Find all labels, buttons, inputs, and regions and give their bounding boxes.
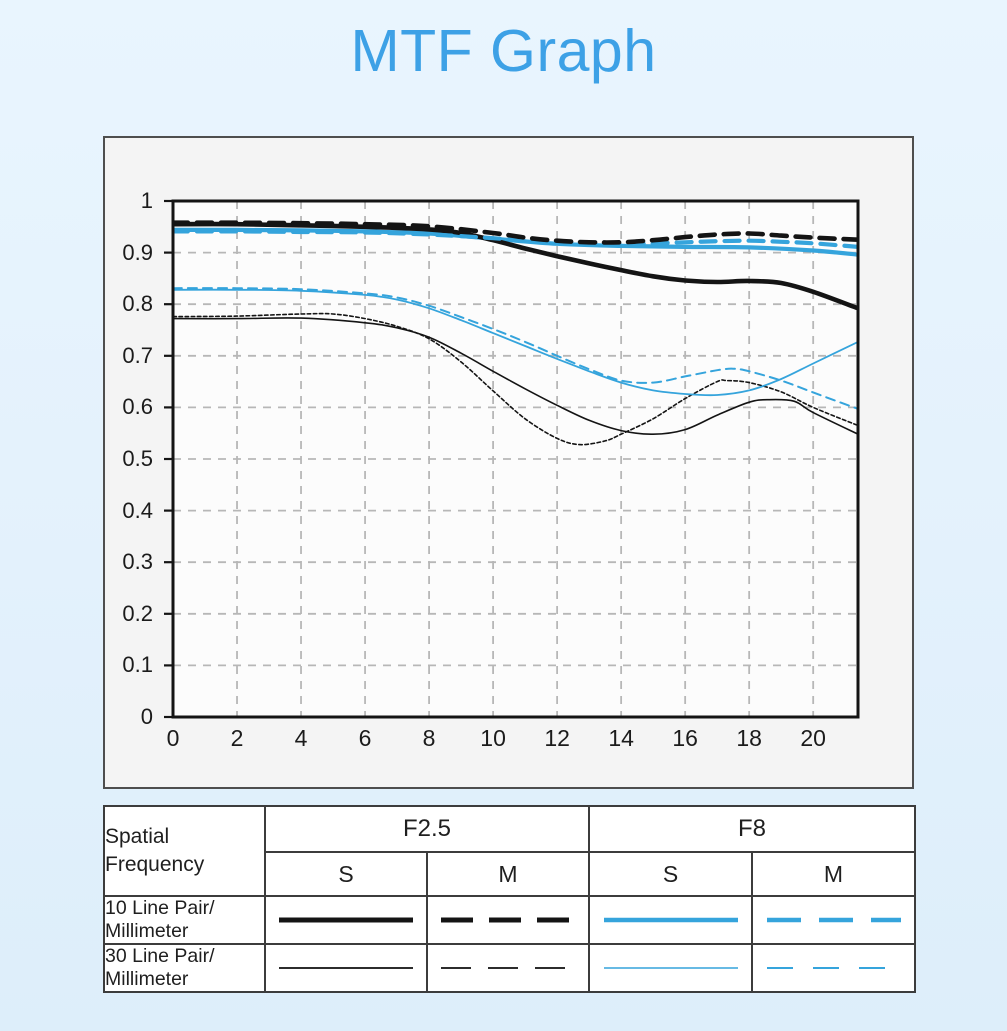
legend-row-label-30lp: 30 Line Pair/ Millimeter [104, 944, 265, 992]
sample-cell-10lp-f8-m [752, 896, 915, 944]
x-tick-label-12: 12 [535, 723, 579, 753]
s-label: S [338, 861, 353, 887]
legend-sample-line-dashed [433, 962, 583, 974]
y-tick-label-0.2: 0.2 [107, 601, 153, 627]
page: MTF Graph 00.10.20.30.40.50.60.70.80.91 … [0, 0, 1007, 1031]
x-tick-label-20: 20 [791, 723, 835, 753]
legend-sample-line-solid [596, 914, 746, 926]
page-title: MTF Graph [0, 17, 1007, 85]
row-label-line1: 30 Line Pair/ [105, 945, 264, 968]
y-tick-label-0.4: 0.4 [107, 498, 153, 524]
x-tick-label-14: 14 [599, 723, 643, 753]
row-label-line1: 10 Line Pair/ [105, 897, 264, 920]
row-label-line2: Millimeter [105, 920, 264, 943]
x-axis-labels: 02468101214161820 [159, 723, 863, 755]
legend-sample-line-dashed [759, 914, 909, 926]
y-tick-label-0.5: 0.5 [107, 446, 153, 472]
s-label: S [663, 861, 678, 887]
legend-sample-line-solid [271, 962, 421, 974]
plot-area [173, 201, 858, 717]
f8-label: F8 [738, 815, 766, 842]
legend-subheader-f2.5-m: M [427, 852, 589, 896]
legend-sample-line-dashed [433, 914, 583, 926]
mtf-chart-panel: 00.10.20.30.40.50.60.70.80.91 0246810121… [103, 136, 914, 789]
legend-subheader-f8-s: S [589, 852, 752, 896]
spatial-frequency-label: Spatial Frequency [105, 825, 204, 876]
y-tick-label-0.6: 0.6 [107, 394, 153, 420]
legend-group-f8: F8 [589, 806, 915, 852]
y-tick-label-0.9: 0.9 [107, 240, 153, 266]
y-tick-label-0: 0 [107, 704, 153, 730]
legend-sample-line-dashed [759, 962, 909, 974]
legend-sample-line-solid [596, 962, 746, 974]
m-label: M [498, 861, 517, 887]
sample-cell-10lp-f2.5-s [265, 896, 427, 944]
y-axis-labels: 00.10.20.30.40.50.60.70.80.91 [105, 196, 155, 722]
sample-cell-30lp-f8-m [752, 944, 915, 992]
x-tick-label-16: 16 [663, 723, 707, 753]
legend-table: Spatial Frequency F2.5 F8 S M S M [103, 805, 916, 993]
sample-cell-10lp-f8-s [589, 896, 752, 944]
sample-cell-30lp-f2.5-s [265, 944, 427, 992]
legend-subheader-f8-m: M [752, 852, 915, 896]
x-tick-label-0: 0 [151, 723, 195, 753]
x-tick-label-8: 8 [407, 723, 451, 753]
legend-subheader-f2.5-s: S [265, 852, 427, 896]
y-tick-label-0.3: 0.3 [107, 549, 153, 575]
y-tick-label-0.7: 0.7 [107, 343, 153, 369]
legend-sample-line-solid [271, 914, 421, 926]
x-tick-label-18: 18 [727, 723, 771, 753]
y-tick-label-0.1: 0.1 [107, 652, 153, 678]
legend-group-f2.5: F2.5 [265, 806, 589, 852]
row-label-line2: Millimeter [105, 968, 264, 991]
x-tick-label-4: 4 [279, 723, 323, 753]
legend-corner-label: Spatial Frequency [104, 806, 265, 896]
f2.5-label: F2.5 [403, 815, 451, 842]
m-label: M [824, 861, 843, 887]
sample-cell-30lp-f2.5-m [427, 944, 589, 992]
legend-row-label-10lp: 10 Line Pair/ Millimeter [104, 896, 265, 944]
sample-cell-10lp-f2.5-m [427, 896, 589, 944]
x-tick-label-10: 10 [471, 723, 515, 753]
x-tick-label-6: 6 [343, 723, 387, 753]
y-tick-label-0.8: 0.8 [107, 291, 153, 317]
mtf-plot [159, 196, 863, 722]
y-tick-label-1: 1 [107, 188, 153, 214]
x-tick-label-2: 2 [215, 723, 259, 753]
sample-cell-30lp-f8-s [589, 944, 752, 992]
